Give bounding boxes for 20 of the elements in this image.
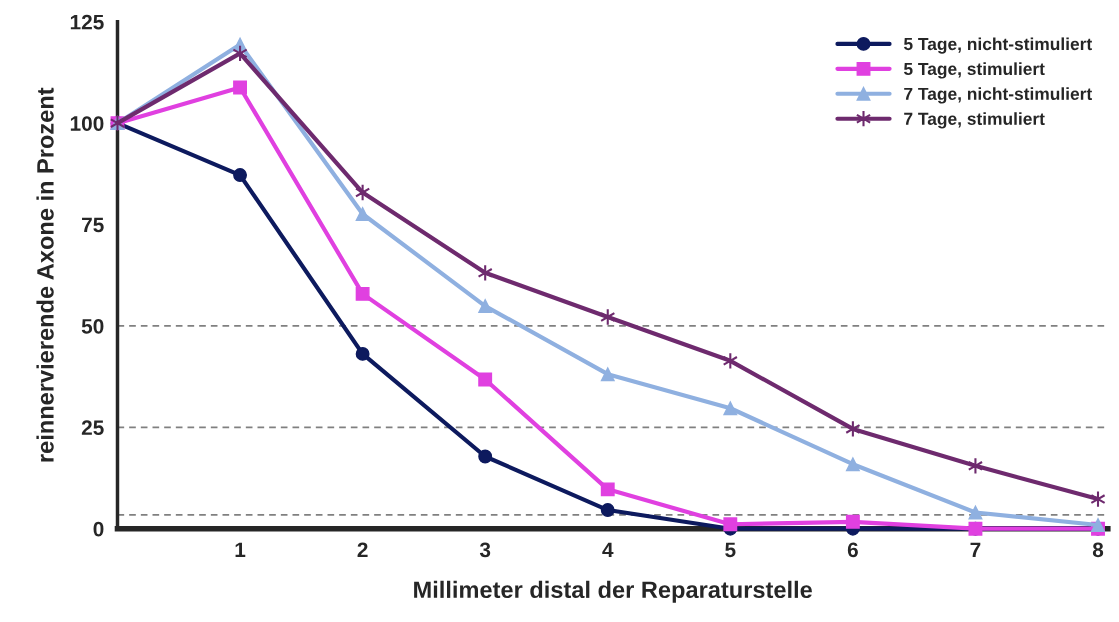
y-axis-title: reinnervierende Axone in Prozent bbox=[36, 87, 54, 462]
y-tick-label: 0 bbox=[93, 521, 104, 537]
x-tick-label: 8 bbox=[1092, 542, 1104, 558]
x-tick-label: 2 bbox=[357, 542, 368, 557]
y-tick-label: 50 bbox=[81, 318, 104, 334]
x-tick-label: 5 bbox=[725, 542, 736, 558]
legend-label: 5 Tage, nicht-stimuliert bbox=[903, 37, 1092, 54]
y-tick-label: 75 bbox=[82, 217, 104, 233]
x-tick-label: 4 bbox=[602, 542, 614, 557]
x-tick-label: 6 bbox=[847, 542, 858, 558]
x-tick-label: 7 bbox=[970, 542, 981, 557]
y-tick-label: 125 bbox=[70, 14, 104, 30]
legend-label: 7 Tage, stimuliert bbox=[904, 112, 1045, 129]
y-tick-label: 25 bbox=[81, 420, 104, 436]
legend-label: 7 Tage, nicht-stimuliert bbox=[904, 87, 1092, 104]
x-axis-title: Millimeter distal der Reparaturstelle bbox=[414, 580, 812, 603]
y-tick-label: 100 bbox=[70, 116, 104, 131]
legend-label: 5 Tage, stimuliert bbox=[903, 62, 1045, 79]
x-tick-label: 3 bbox=[479, 542, 491, 558]
x-tick-label: 1 bbox=[235, 542, 246, 557]
